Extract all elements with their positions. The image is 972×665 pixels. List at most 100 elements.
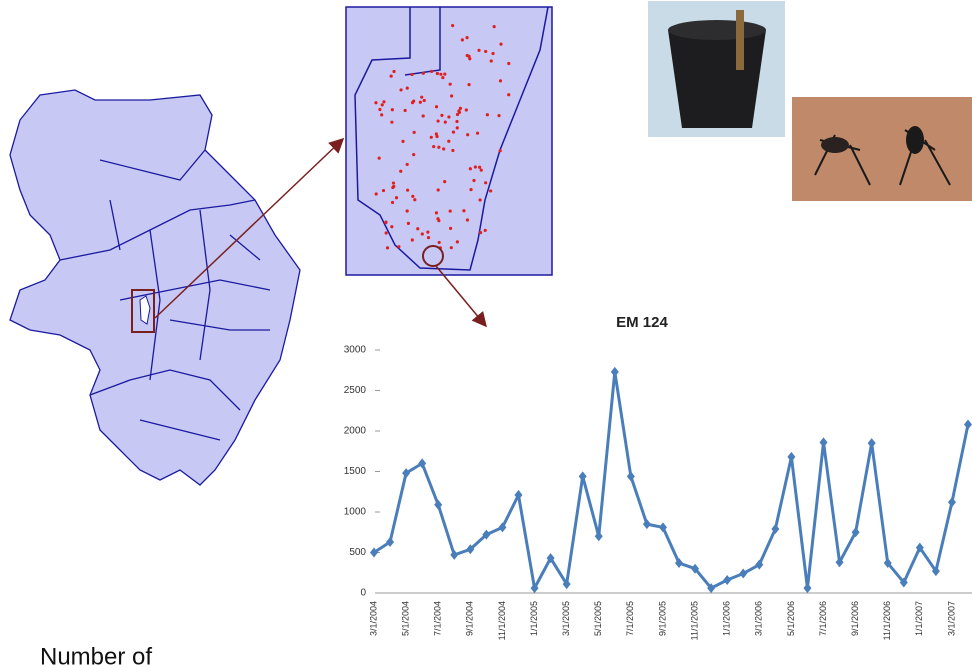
- x-tick-label: 3/1/2007: [946, 601, 956, 636]
- site-dot: [421, 232, 424, 235]
- y-tick-label: 3000: [344, 345, 367, 356]
- site-dot: [479, 231, 482, 234]
- site-dot: [449, 83, 452, 86]
- site-dot: [411, 195, 414, 198]
- site-dot: [465, 108, 468, 111]
- site-dot: [438, 241, 441, 244]
- site-dot: [437, 188, 440, 191]
- site-dot: [420, 96, 423, 99]
- point: [611, 367, 619, 377]
- site-dot: [499, 43, 502, 46]
- site-dot: [432, 145, 435, 148]
- y-tick-label: 0: [360, 588, 366, 599]
- site-dot: [380, 113, 383, 116]
- site-dot: [399, 170, 402, 173]
- point: [948, 497, 956, 507]
- site-dot: [476, 132, 479, 135]
- site-dot: [478, 198, 481, 201]
- site-dot: [435, 211, 438, 214]
- site-dot: [442, 147, 445, 150]
- x-tick-label: 7/1/2006: [818, 601, 828, 636]
- site-dot: [468, 57, 471, 60]
- site-dot: [413, 131, 416, 134]
- site-dot: [441, 76, 444, 79]
- site-dot: [436, 217, 439, 220]
- point: [402, 468, 410, 478]
- site-dot: [455, 120, 458, 123]
- chart-title: EM 124: [616, 314, 668, 331]
- site-dot: [449, 209, 452, 212]
- site-dot: [452, 130, 455, 133]
- site-dot: [390, 225, 393, 228]
- point: [643, 519, 651, 529]
- site-dot: [440, 114, 443, 117]
- x-tick-label: 1/1/2005: [529, 601, 539, 636]
- site-dot: [419, 101, 422, 104]
- site-dot: [401, 140, 404, 143]
- detail-map: [346, 7, 552, 275]
- site-dot: [451, 149, 454, 152]
- site-dot: [412, 153, 415, 156]
- point: [579, 471, 587, 481]
- site-dot: [477, 49, 480, 52]
- site-dot: [474, 165, 477, 168]
- point: [803, 583, 811, 593]
- site-dot: [436, 72, 439, 75]
- point: [868, 438, 876, 448]
- site-dot: [375, 192, 378, 195]
- point: [450, 550, 458, 560]
- site-dot: [466, 133, 469, 136]
- site-dot: [416, 227, 419, 230]
- point: [723, 575, 731, 585]
- x-tick-label: 3/1/2006: [754, 601, 764, 636]
- x-tick-label: 5/1/2006: [786, 601, 796, 636]
- site-dot: [382, 189, 385, 192]
- site-dot: [422, 72, 425, 75]
- site-dot: [478, 166, 481, 169]
- site-dot: [392, 185, 395, 188]
- site-dot: [392, 181, 395, 184]
- site-dot: [413, 198, 416, 201]
- point: [739, 569, 747, 579]
- site-dot: [435, 132, 438, 135]
- site-dot: [411, 238, 414, 241]
- site-dot: [472, 179, 475, 182]
- site-dot: [406, 209, 409, 212]
- site-dot: [427, 236, 430, 239]
- site-dot: [469, 188, 472, 191]
- site-dot: [497, 114, 500, 117]
- site-dot: [430, 70, 433, 73]
- site-dot: [467, 83, 470, 86]
- site-dot: [499, 79, 502, 82]
- x-tick-label: 7/1/2005: [625, 601, 635, 636]
- site-dot: [412, 100, 415, 103]
- site-dot: [480, 169, 483, 172]
- site-dot: [449, 227, 452, 230]
- site-dot: [406, 163, 409, 166]
- site-dot: [450, 94, 453, 97]
- site-dot: [382, 100, 385, 103]
- site-dot: [484, 181, 487, 184]
- site-dot: [444, 121, 447, 124]
- site-dot: [466, 218, 469, 221]
- site-dot: [484, 229, 487, 232]
- page: Number of EM 124 05001000150020002500300…: [0, 0, 972, 665]
- site-dot: [435, 105, 438, 108]
- region-map: [10, 90, 300, 485]
- y-tick-label: 1000: [344, 507, 367, 518]
- site-dot: [437, 119, 440, 122]
- site-dot: [447, 115, 450, 118]
- site-dot: [443, 180, 446, 183]
- point: [964, 420, 972, 430]
- site-dot: [378, 156, 381, 159]
- site-dot: [391, 108, 394, 111]
- point: [627, 471, 635, 481]
- site-dot: [507, 62, 510, 65]
- x-tick-label: 9/1/2004: [465, 601, 475, 636]
- site-dot: [391, 201, 394, 204]
- site-dot: [507, 93, 510, 96]
- site-dot: [447, 140, 450, 143]
- point: [820, 437, 828, 447]
- site-dot: [451, 24, 454, 27]
